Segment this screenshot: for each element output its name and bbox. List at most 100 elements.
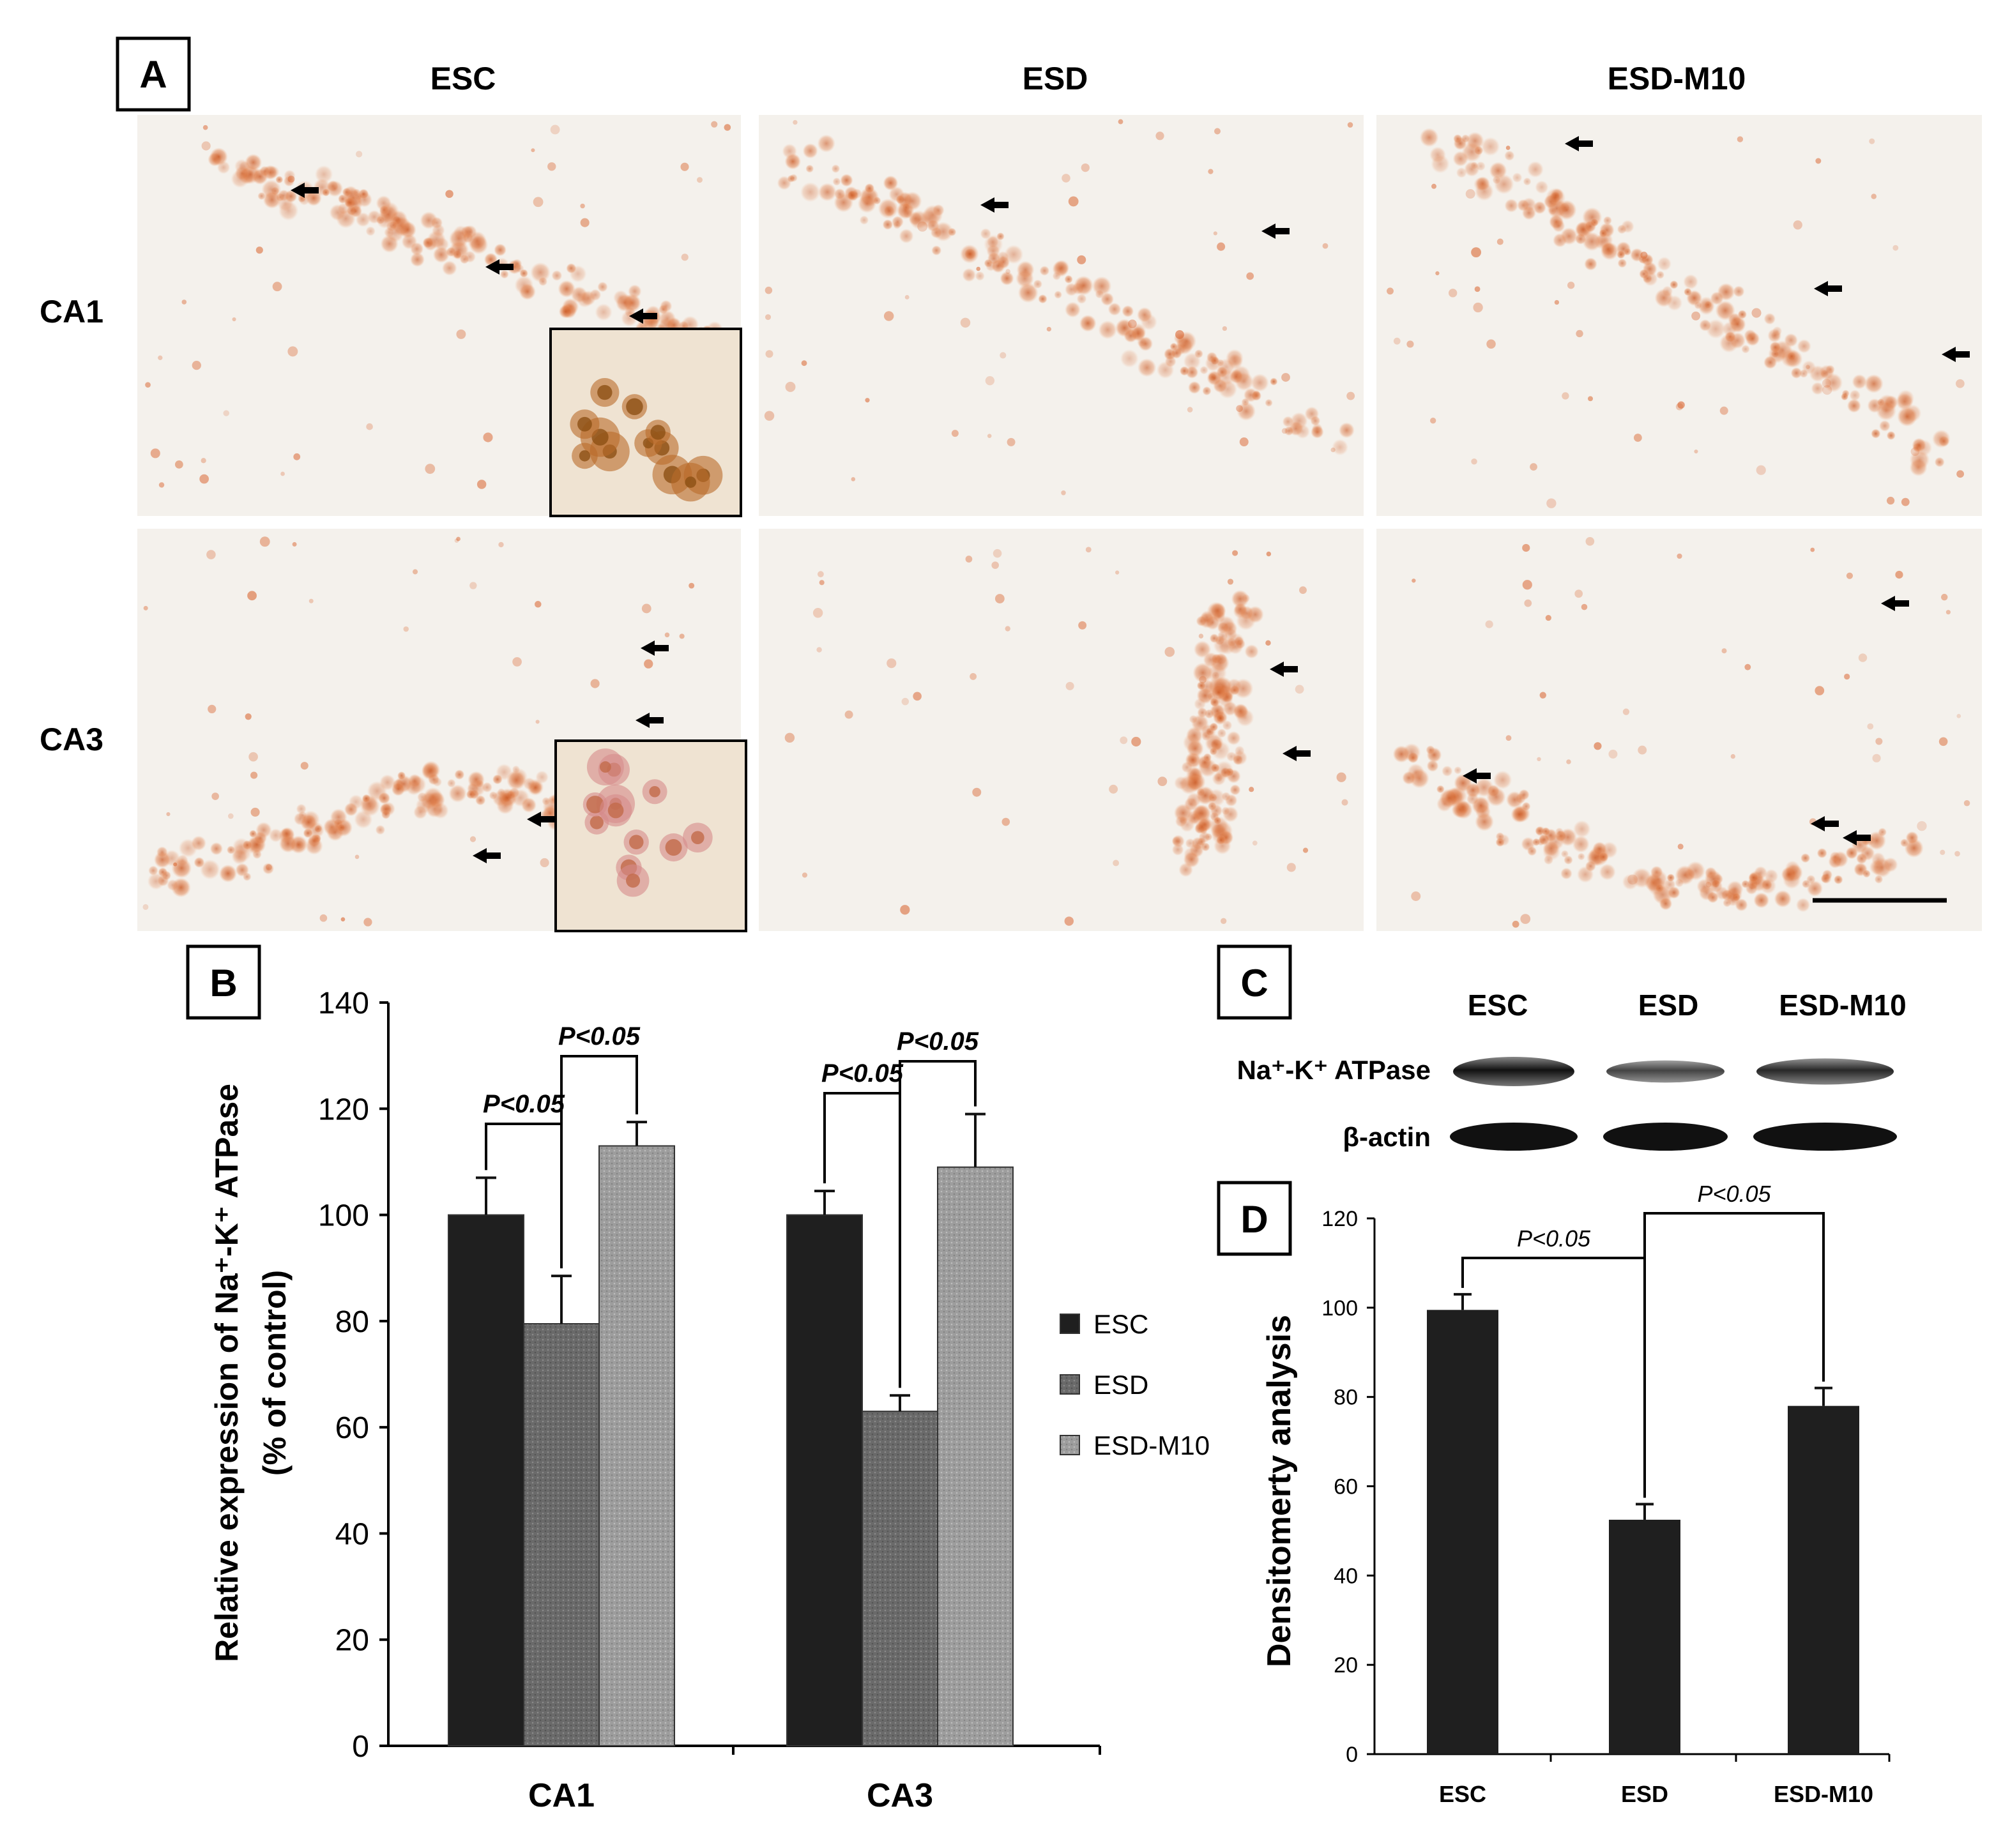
- stained-cell: [1560, 227, 1578, 245]
- stained-cell: [1079, 314, 1097, 332]
- scattered-cell: [1222, 326, 1228, 331]
- stained-cell: [1572, 820, 1591, 838]
- stained-cell: [257, 192, 266, 201]
- stained-cell: [367, 209, 381, 224]
- scattered-cell: [1945, 610, 1951, 615]
- blot-lane-label-esd: ESD: [1638, 988, 1699, 1022]
- stained-cell: [1864, 374, 1884, 393]
- scattered-cell: [697, 177, 703, 183]
- stained-cell: [1733, 285, 1745, 298]
- arrow-icon: [1261, 223, 1290, 239]
- stained-cell: [199, 859, 220, 880]
- y-tick-label: 100: [1321, 1296, 1358, 1321]
- scattered-cell: [1387, 287, 1394, 295]
- stained-cell: [1912, 437, 1926, 453]
- micrograph-ca1-esd: [759, 115, 1364, 516]
- scattered-cell: [1330, 447, 1336, 453]
- scattered-cell: [1295, 685, 1304, 694]
- scattered-cell: [287, 176, 295, 183]
- stained-cell: [1188, 381, 1201, 394]
- stained-cell: [1852, 374, 1868, 390]
- stained-cell: [1436, 785, 1445, 794]
- stained-cell: [1631, 867, 1652, 888]
- scattered-cell: [1299, 586, 1307, 595]
- scattered-cell: [1585, 536, 1595, 546]
- inset-cell-nucleus: [649, 785, 660, 798]
- stained-cell: [362, 794, 371, 803]
- stained-cell: [231, 848, 248, 865]
- stained-cell: [1210, 763, 1221, 773]
- stained-cell: [1656, 270, 1665, 279]
- scattered-cell: [1214, 128, 1221, 135]
- stained-cell: [1196, 786, 1215, 805]
- scattered-cell: [817, 571, 824, 578]
- stained-cell: [1230, 784, 1241, 796]
- scattered-cell: [535, 601, 542, 608]
- stained-cell: [1236, 708, 1254, 727]
- stained-cell: [1218, 379, 1238, 399]
- stained-cell: [1617, 250, 1626, 259]
- stained-cell: [1846, 398, 1861, 413]
- stained-cell: [1076, 293, 1087, 304]
- stained-cell: [1696, 879, 1712, 894]
- scattered-cell: [641, 603, 651, 614]
- stained-cell: [1878, 828, 1887, 837]
- scattered-cell: [483, 432, 493, 443]
- stained-cell: [1523, 177, 1532, 186]
- stained-cell: [178, 838, 198, 858]
- stained-cell: [1332, 439, 1349, 456]
- scattered-cell: [445, 190, 453, 198]
- scattered-cell: [883, 311, 894, 321]
- scattered-cell: [1118, 119, 1123, 125]
- scattered-cell: [1496, 238, 1504, 245]
- y-axis-title: Relative expression of Na⁺-K⁺ ATPase (% o…: [209, 1084, 293, 1662]
- stained-cell: [1769, 341, 1781, 353]
- panel-a-label-box: [116, 36, 191, 112]
- stained-cell: [512, 259, 522, 269]
- stained-cell: [1934, 457, 1945, 467]
- stained-cell: [1195, 820, 1209, 834]
- stained-cell: [538, 276, 548, 287]
- stained-cell: [1064, 275, 1073, 284]
- scattered-cell: [1721, 648, 1727, 654]
- stained-cell: [375, 824, 386, 835]
- stained-cell: [1686, 290, 1703, 307]
- scattered-cell: [1744, 663, 1751, 670]
- stained-cell: [1582, 232, 1602, 252]
- y-tick-label: 100: [318, 1199, 369, 1233]
- scattered-cell: [1938, 737, 1948, 746]
- stained-cell: [388, 220, 398, 230]
- stained-cell: [1642, 261, 1657, 276]
- stained-cell: [1407, 763, 1425, 781]
- y-tick-label: 20: [335, 1624, 369, 1658]
- stained-cell: [379, 205, 390, 215]
- arrow-icon: [1942, 347, 1970, 362]
- inset-cell-nucleus: [590, 815, 604, 829]
- scattered-cell: [469, 582, 477, 589]
- panel-d: D 0 20 40 60 80 100 120 ESC ESD ESD-M10 P<0.05 P<0.…: [1217, 1181, 1891, 1807]
- scattered-cell: [1956, 470, 1965, 478]
- panel-a-label: A: [139, 53, 167, 96]
- stained-cell: [378, 792, 391, 805]
- stained-cell: [1801, 853, 1811, 863]
- legend-swatch: [1060, 1435, 1080, 1455]
- stained-cell: [1897, 406, 1917, 427]
- scattered-cell: [1892, 245, 1899, 251]
- stained-cell: [1784, 333, 1798, 347]
- arrow-icon: [1565, 136, 1593, 151]
- stained-cell: [1504, 150, 1515, 161]
- stained-cell: [1741, 344, 1750, 354]
- micrograph-ca1-esd-m10: [1376, 115, 1982, 516]
- y-axis-title: Densitomerty analysis: [1261, 1315, 1298, 1667]
- scattered-cell: [1061, 490, 1066, 496]
- scattered-cell: [1576, 329, 1583, 338]
- stained-cell: [1461, 134, 1470, 143]
- stained-cell: [1474, 181, 1494, 201]
- scattered-cell: [816, 647, 822, 653]
- stained-cell: [1310, 415, 1321, 426]
- arrow-icon: [636, 713, 664, 728]
- micrograph-ca1-esc: [137, 115, 741, 516]
- stained-cell: [1799, 369, 1808, 378]
- stained-cell: [397, 771, 406, 780]
